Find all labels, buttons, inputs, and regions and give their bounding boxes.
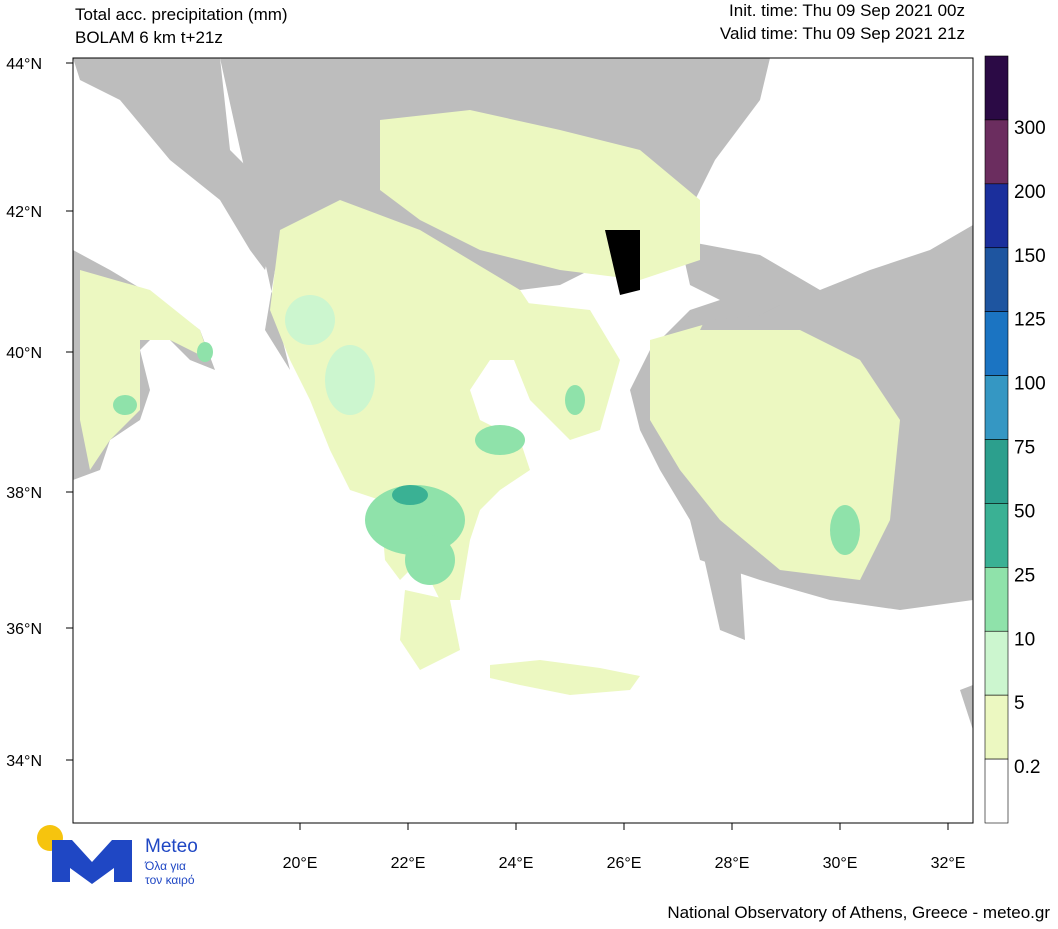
colorbar-label: 25 xyxy=(1014,565,1035,586)
lon-label: 24°E xyxy=(499,855,534,872)
colorbar-label: 100 xyxy=(1014,374,1046,395)
lat-label: 38°N xyxy=(6,485,42,502)
title: Total acc. precipitation (mm) xyxy=(75,5,288,24)
colorbar-swatch xyxy=(984,375,1009,440)
map: 44°N 42°N 40°N 38°N 36°N 34°N 20°E 22°E 24°E 26°E… xyxy=(6,56,974,872)
colorbar-label: 10 xyxy=(1014,629,1035,650)
valid-time: Valid time: Thu 09 Sep 2021 21z xyxy=(720,24,965,43)
colorbar-label: 200 xyxy=(1014,182,1046,203)
colorbar-swatch xyxy=(984,119,1009,185)
colorbar-label: 50 xyxy=(1014,501,1035,522)
lon-label: 20°E xyxy=(283,855,318,872)
lon-label: 32°E xyxy=(931,855,966,872)
lat-label: 36°N xyxy=(6,621,42,638)
lon-label: 30°E xyxy=(823,855,858,872)
logo: Meteo Όλα για τον καιρό xyxy=(37,825,198,887)
colorbar-label: 150 xyxy=(1014,246,1046,267)
colorbar-label: 125 xyxy=(1014,310,1046,331)
colorbar-label: 0.2 xyxy=(1014,757,1040,778)
colorbar-swatch xyxy=(984,439,1009,504)
colorbar-label: 75 xyxy=(1014,438,1035,459)
lat-label: 40°N xyxy=(6,345,42,362)
lon-label: 26°E xyxy=(607,855,642,872)
colorbar-swatch xyxy=(984,183,1009,249)
lon-label: 22°E xyxy=(391,855,426,872)
lat-label: 44°N xyxy=(6,56,42,73)
lon-label: 28°E xyxy=(715,855,750,872)
logo-name: Meteo xyxy=(145,836,198,857)
colorbar: 300 200 150 125 100 75 50 25 10 5 0.2 xyxy=(984,55,1046,824)
lat-label: 42°N xyxy=(6,204,42,221)
colorbar-swatch xyxy=(984,567,1009,632)
colorbar-swatch xyxy=(984,311,1009,376)
colorbar-swatch xyxy=(984,503,1009,568)
init-time: Init. time: Thu 09 Sep 2021 00z xyxy=(729,1,965,20)
colorbar-label: 300 xyxy=(1014,118,1046,139)
colorbar-swatch xyxy=(984,694,1009,760)
colorbar-swatch xyxy=(984,758,1009,824)
subtitle: BOLAM 6 km t+21z xyxy=(75,28,223,47)
colorbar-label: 5 xyxy=(1014,693,1025,714)
colorbar-swatch xyxy=(984,55,1009,121)
footer: National Observatory of Athens, Greece -… xyxy=(667,903,1050,922)
colorbar-swatch xyxy=(984,630,1009,696)
colorbar-swatch xyxy=(984,247,1009,312)
logo-tagline: Όλα για xyxy=(144,859,186,873)
lat-label: 34°N xyxy=(6,753,42,770)
logo-mark xyxy=(52,840,132,884)
logo-tagline: τον καιρό xyxy=(145,873,195,887)
